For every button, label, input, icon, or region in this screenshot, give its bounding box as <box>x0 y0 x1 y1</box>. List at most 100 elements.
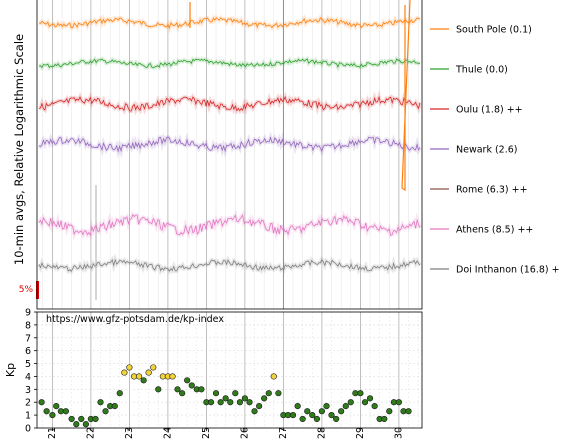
scale-bar <box>36 281 39 299</box>
kp-y-tick-label: 9 <box>25 308 31 319</box>
legend-label: Rome (6.3) ++ <box>456 185 528 196</box>
kp-point <box>121 369 128 376</box>
kp-y-tick-label: 1 <box>25 411 31 422</box>
kp-point <box>43 408 50 415</box>
x-tick-label: 27 <box>278 427 289 439</box>
kp-point <box>116 390 123 397</box>
legend-label: Oulu (1.8) ++ <box>456 105 523 116</box>
kp-point <box>145 369 152 376</box>
x-tick-label: 22 <box>85 427 96 439</box>
kp-point <box>294 402 301 410</box>
kp-point <box>309 412 316 419</box>
kp-point <box>347 399 354 406</box>
kp-point <box>222 395 229 402</box>
kp-point <box>179 390 186 397</box>
kp-point <box>73 421 80 428</box>
x-tick-label: 28 <box>316 427 327 439</box>
kp-point <box>232 390 239 397</box>
kp-point <box>82 421 89 428</box>
series-band <box>38 90 422 116</box>
kp-point <box>155 386 162 393</box>
kp-y-tick-label: 6 <box>25 346 31 357</box>
series-line <box>38 58 421 69</box>
kp-point <box>241 395 248 402</box>
kp-y-tick-label: 8 <box>25 320 31 331</box>
series-line <box>38 17 421 30</box>
series-trace <box>38 14 421 34</box>
kp-point <box>102 408 109 415</box>
kp-point <box>333 415 340 423</box>
y-axis-label: 10-min avgs, Relative Logarithmic Scale <box>12 34 26 265</box>
series-trace <box>37 131 422 159</box>
kp-point <box>150 364 157 371</box>
x-tick-label: 29 <box>355 427 366 439</box>
kp-point <box>184 377 191 384</box>
top-frame <box>36 0 423 310</box>
kp-point <box>207 399 215 406</box>
kp-y-tick-label: 3 <box>25 385 31 396</box>
kp-point <box>198 386 205 393</box>
kp-point <box>92 415 99 423</box>
kp-point <box>342 402 349 410</box>
series-trace <box>38 90 422 116</box>
kp-point <box>169 373 176 380</box>
kp-y-tick-label: 2 <box>25 398 31 409</box>
x-tick-label: 24 <box>162 427 173 439</box>
neutron-monitor-panel: 5% 10-min avgs, Relative Logarithmic Scal… <box>12 0 423 310</box>
kp-point <box>381 415 388 423</box>
kp-point <box>97 399 104 406</box>
series-line <box>38 95 421 112</box>
legend-label: Doi Inthanon (16.8) + <box>456 265 560 276</box>
kp-point <box>217 399 224 406</box>
kp-point <box>386 408 393 415</box>
kp-point <box>371 402 378 410</box>
series-band <box>37 131 422 159</box>
scale-bar-label: 5% <box>19 285 34 295</box>
kp-point <box>265 390 272 397</box>
series-trace <box>37 210 422 242</box>
kp-source-annotation: https://www.gfz-potsdam.de/kp-index <box>46 314 224 325</box>
kp-point <box>53 402 60 410</box>
kp-point <box>304 408 311 415</box>
kp-point <box>361 399 369 406</box>
kp-y-tick-label: 0 <box>25 424 31 435</box>
x-tick-label: 25 <box>201 427 212 439</box>
kp-point <box>227 399 234 406</box>
kp-point <box>366 395 374 402</box>
legend-label: Thule (0.0) <box>455 65 508 76</box>
kp-point <box>405 408 412 415</box>
kp-point <box>212 390 220 397</box>
series-line <box>38 136 421 153</box>
kp-point <box>323 402 330 410</box>
kp-point <box>251 408 258 415</box>
series-line <box>38 214 421 236</box>
kp-point <box>62 408 69 415</box>
kp-point <box>236 399 243 406</box>
kp-point <box>188 382 195 389</box>
legend: South Pole (0.1) Thule (0.0) Oulu (1.8) ++… <box>430 25 560 276</box>
kp-frame <box>36 311 423 429</box>
kp-point <box>338 408 345 415</box>
kp-point <box>357 390 364 397</box>
kp-point <box>174 386 181 393</box>
kp-point <box>68 415 75 423</box>
kp-point <box>135 373 143 380</box>
kp-point <box>395 399 403 406</box>
kp-point <box>256 402 263 410</box>
kp-point <box>140 377 147 384</box>
kp-point <box>299 415 306 423</box>
kp-point <box>275 390 282 397</box>
kp-point <box>78 415 85 423</box>
series-line <box>38 258 421 272</box>
kp-y-tick-label: 4 <box>25 372 31 383</box>
kp-point <box>261 395 268 402</box>
kp-y-tick-label: 7 <box>25 333 31 344</box>
kp-y-tick-label: 5 <box>25 359 31 370</box>
x-tick-label: 26 <box>239 427 250 439</box>
kp-point <box>289 412 297 419</box>
kp-point <box>111 402 118 410</box>
legend-label: Athens (8.5) ++ <box>456 225 533 236</box>
south-pole-dropout <box>401 0 411 192</box>
kp-point <box>49 412 56 419</box>
x-tick-label: 21 <box>47 427 58 439</box>
